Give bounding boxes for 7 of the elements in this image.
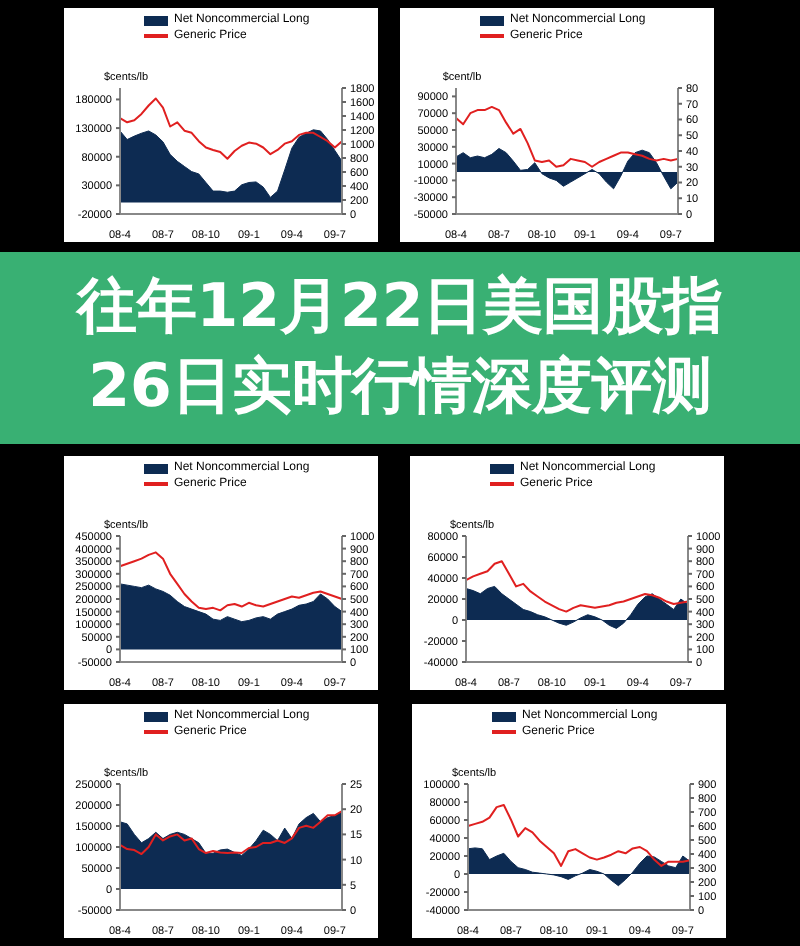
line-series — [119, 551, 343, 612]
line-series — [119, 97, 343, 160]
line-series — [455, 105, 679, 168]
line-series — [467, 804, 691, 867]
line-series — [465, 560, 689, 613]
text: 26日实时行情深度评测 — [88, 350, 712, 426]
text: 往年12月22日美国股指 — [76, 270, 724, 346]
